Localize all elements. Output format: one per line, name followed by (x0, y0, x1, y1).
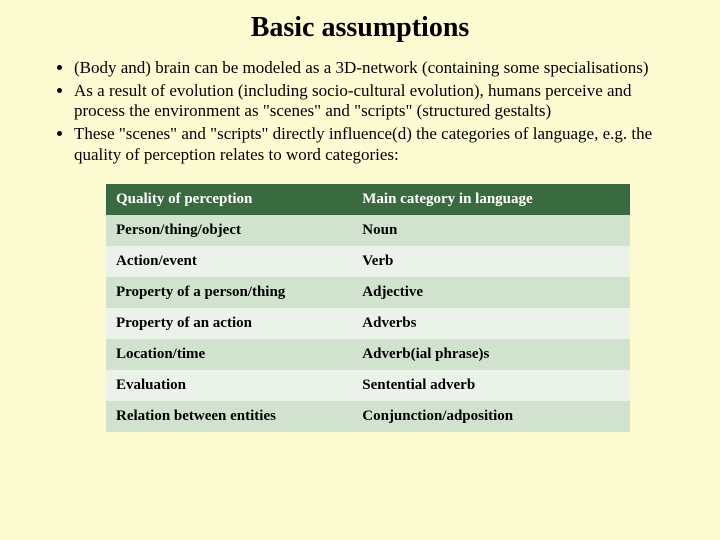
table-cell: Adverb(ial phrase)s (352, 339, 630, 370)
table-cell: Adverbs (352, 308, 630, 339)
table-row: Person/thing/object Noun (106, 215, 630, 246)
table-cell: Sentential adverb (352, 370, 630, 401)
table-row: Location/time Adverb(ial phrase)s (106, 339, 630, 370)
table-row: Action/event Verb (106, 246, 630, 277)
table-row: Relation between entities Conjunction/ad… (106, 401, 630, 432)
bullet-list: (Body and) brain can be modeled as a 3D-… (74, 58, 678, 166)
table-cell: Person/thing/object (106, 215, 352, 246)
table-cell: Property of a person/thing (106, 277, 352, 308)
table-cell: Adjective (352, 277, 630, 308)
table-cell: Property of an action (106, 308, 352, 339)
table-cell: Relation between entities (106, 401, 352, 432)
table-header-row: Quality of perception Main category in l… (106, 184, 630, 215)
table-row: Evaluation Sentential adverb (106, 370, 630, 401)
slide-title: Basic assumptions (36, 12, 684, 44)
perception-table: Quality of perception Main category in l… (106, 184, 630, 432)
bullet-item: (Body and) brain can be modeled as a 3D-… (74, 58, 678, 79)
table-body: Person/thing/object Noun Action/event Ve… (106, 215, 630, 432)
table-cell: Noun (352, 215, 630, 246)
table-cell: Location/time (106, 339, 352, 370)
bullet-item: As a result of evolution (including soci… (74, 81, 678, 122)
table-cell: Action/event (106, 246, 352, 277)
table-header-cell: Quality of perception (106, 184, 352, 215)
table-row: Property of an action Adverbs (106, 308, 630, 339)
table-cell: Evaluation (106, 370, 352, 401)
table-row: Property of a person/thing Adjective (106, 277, 630, 308)
slide: Basic assumptions (Body and) brain can b… (0, 0, 720, 540)
table-container: Quality of perception Main category in l… (106, 184, 630, 432)
table-cell: Conjunction/adposition (352, 401, 630, 432)
bullet-item: These "scenes" and "scripts" directly in… (74, 124, 678, 165)
table-header-cell: Main category in language (352, 184, 630, 215)
table-cell: Verb (352, 246, 630, 277)
